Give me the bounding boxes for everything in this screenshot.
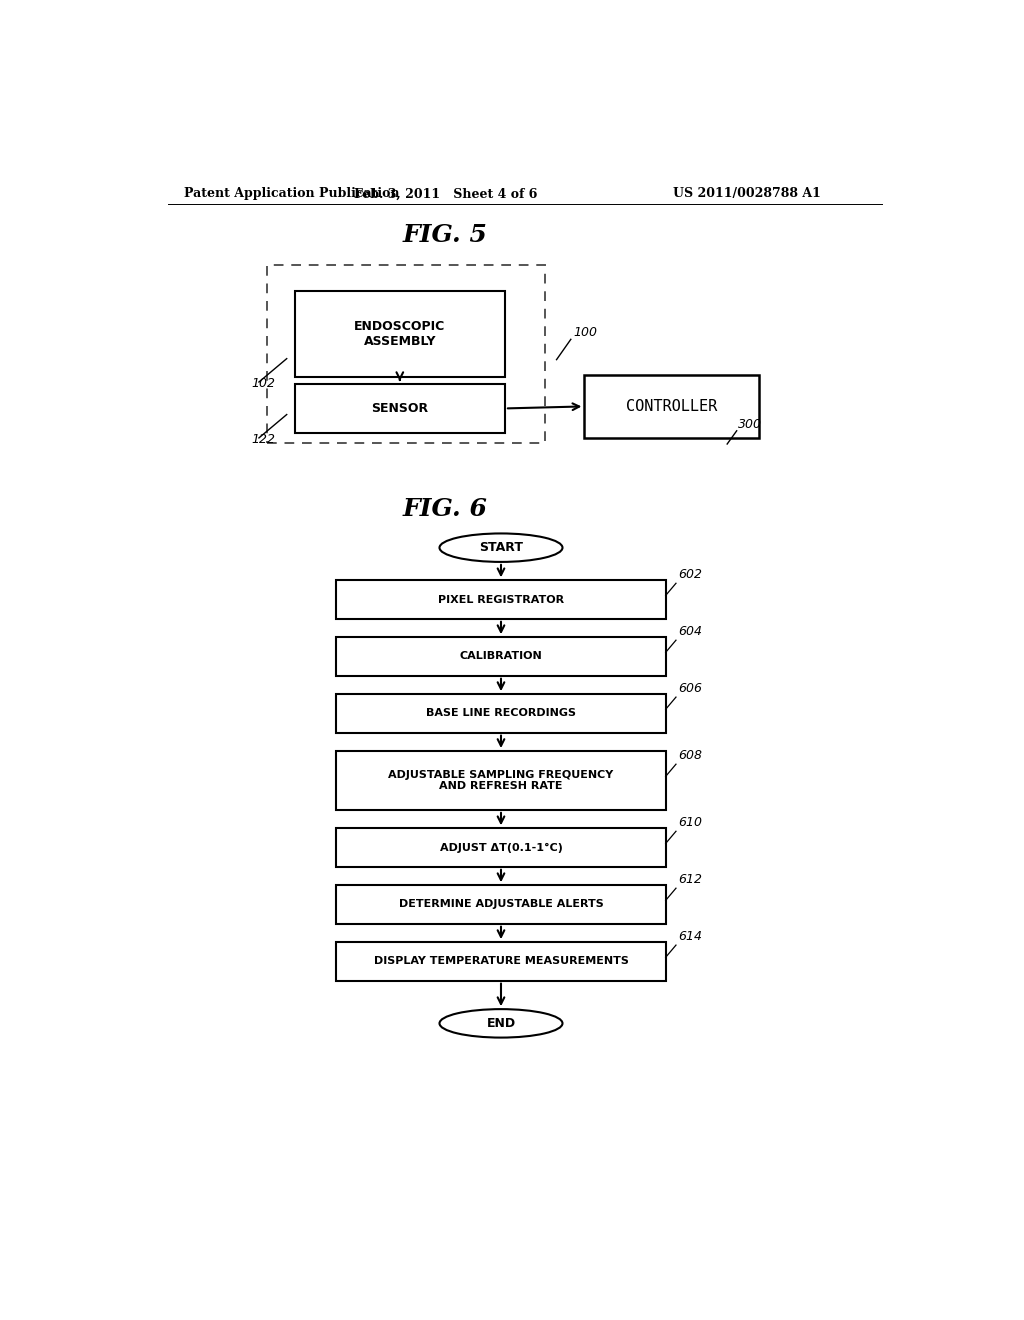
Bar (336, 886, 666, 924)
Text: 604: 604 (678, 626, 702, 638)
Text: ADJUSTABLE SAMPLING FREQUENCY
AND REFRESH RATE: ADJUSTABLE SAMPLING FREQUENCY AND REFRES… (388, 770, 613, 791)
Text: FIG. 6: FIG. 6 (403, 498, 487, 521)
Text: Feb. 3, 2011   Sheet 4 of 6: Feb. 3, 2011 Sheet 4 of 6 (353, 187, 538, 201)
Bar (336, 828, 666, 867)
Text: DETERMINE ADJUSTABLE ALERTS: DETERMINE ADJUSTABLE ALERTS (398, 899, 603, 909)
Bar (336, 942, 666, 981)
Text: 300: 300 (738, 418, 762, 430)
Text: DISPLAY TEMPERATURE MEASUREMENTS: DISPLAY TEMPERATURE MEASUREMENTS (374, 957, 629, 966)
Text: CONTROLLER: CONTROLLER (626, 399, 717, 414)
Text: ENDOSCOPIC
ASSEMBLY: ENDOSCOPIC ASSEMBLY (354, 319, 445, 347)
Text: CALIBRATION: CALIBRATION (460, 652, 543, 661)
Bar (585, 375, 759, 438)
Text: 606: 606 (678, 682, 702, 696)
Text: 102: 102 (251, 378, 275, 389)
Bar (295, 290, 505, 378)
Text: SENSOR: SENSOR (372, 401, 428, 414)
Text: 610: 610 (678, 816, 702, 829)
Bar (267, 265, 545, 444)
Text: 608: 608 (678, 750, 702, 762)
Text: END: END (486, 1016, 515, 1030)
Text: 100: 100 (573, 326, 597, 339)
Bar (336, 694, 666, 733)
Text: START: START (479, 541, 523, 554)
Bar (295, 384, 505, 433)
Bar (336, 581, 666, 619)
Text: 602: 602 (678, 568, 702, 581)
Text: 612: 612 (678, 873, 702, 886)
Text: FIG. 5: FIG. 5 (403, 223, 487, 247)
Bar (336, 751, 666, 810)
Text: Patent Application Publication: Patent Application Publication (183, 187, 399, 201)
Text: US 2011/0028788 A1: US 2011/0028788 A1 (673, 187, 821, 201)
Bar (336, 638, 666, 676)
Text: BASE LINE RECORDINGS: BASE LINE RECORDINGS (426, 709, 575, 718)
Text: 614: 614 (678, 931, 702, 942)
Text: ADJUST ΔT(0.1-1°C): ADJUST ΔT(0.1-1°C) (439, 842, 562, 853)
Text: 122: 122 (251, 433, 275, 446)
Text: PIXEL REGISTRATOR: PIXEL REGISTRATOR (438, 594, 564, 605)
